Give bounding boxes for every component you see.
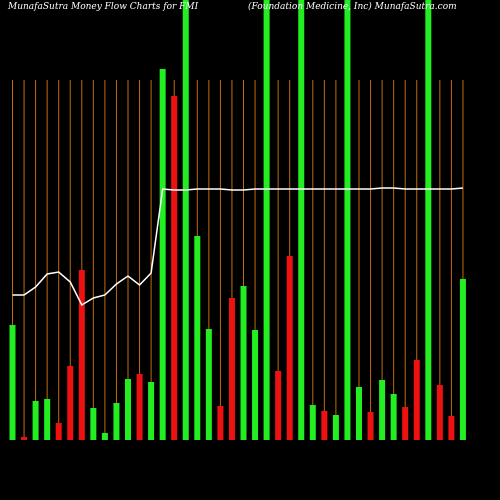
bar [78,270,85,440]
bar [32,401,39,440]
bar [171,96,178,440]
bar [356,387,362,440]
bar [240,286,247,440]
bar [275,371,282,440]
chart-title: MunafaSutra Money Flow Charts for FMI [7,2,199,12]
bar [332,415,339,440]
bar [459,279,466,440]
bar [217,406,224,440]
bar [148,382,155,440]
bar [194,236,201,440]
bar [344,0,351,440]
chart-subtitle: (Foundation Medicine, Inc) MunafaSutra.c… [248,1,457,12]
bar [125,379,131,440]
price-line [12,187,464,307]
bar [44,399,51,440]
bar [390,394,397,440]
bar [252,330,259,440]
bar [425,0,432,440]
bar [309,405,316,440]
bar [436,385,443,440]
bar [101,433,108,440]
bar [379,380,386,440]
bar [90,408,97,440]
bar [448,416,455,440]
bar [228,298,235,440]
bar [159,69,166,440]
bar [55,423,62,440]
bar [402,407,409,440]
bar [113,403,120,440]
bar [367,412,374,440]
bar [136,374,143,440]
bar [21,437,28,440]
bar [413,360,420,440]
bar [9,325,16,440]
bar [67,366,74,440]
bar [286,256,293,440]
bar [263,0,270,440]
bar [182,0,189,440]
bar [298,0,305,440]
bar [205,329,212,440]
bar [321,411,328,440]
